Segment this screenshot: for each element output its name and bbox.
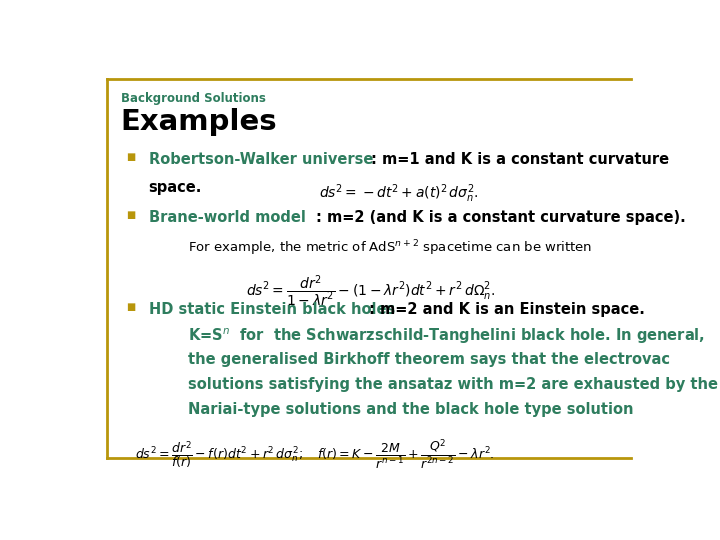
Text: Brane-world model: Brane-world model — [148, 210, 305, 225]
Text: the generalised Birkhoff theorem says that the electrovac: the generalised Birkhoff theorem says th… — [188, 352, 670, 367]
Text: space.: space. — [148, 180, 202, 195]
Text: For example, the metric of AdS$^{n+2}$ spacetime can be written: For example, the metric of AdS$^{n+2}$ s… — [188, 239, 592, 258]
Text: K=S$^n$  for  the Schwarzschild-Tanghelini black hole. In general,: K=S$^n$ for the Schwarzschild-Tanghelini… — [188, 327, 705, 346]
Text: : m=2 and K is an Einstein space.: : m=2 and K is an Einstein space. — [369, 302, 645, 317]
Text: $ds^2 = \dfrac{dr^2}{1-\lambda r^2} - (1 - \lambda r^2)dt^2 + r^2\,d\Omega_n^2.$: $ds^2 = \dfrac{dr^2}{1-\lambda r^2} - (1… — [246, 274, 495, 309]
Text: ■: ■ — [126, 152, 135, 162]
Text: HD static Einstein black holes: HD static Einstein black holes — [148, 302, 395, 317]
Text: Nariai-type solutions and the black hole type solution: Nariai-type solutions and the black hole… — [188, 402, 633, 416]
Text: : m=1 and K is a constant curvature: : m=1 and K is a constant curvature — [371, 152, 669, 167]
Text: $ds^2 = \dfrac{dr^2}{f(r)} - f(r)dt^2 + r^2\,d\sigma_n^2;\quadf(r) = K - \dfrac{: $ds^2 = \dfrac{dr^2}{f(r)} - f(r)dt^2 + … — [135, 437, 494, 471]
Text: ■: ■ — [126, 210, 135, 220]
Text: Background Solutions: Background Solutions — [121, 92, 266, 105]
Text: ■: ■ — [126, 302, 135, 312]
Text: $ds^2 = -dt^2 + a(t)^2\,d\sigma_n^2.$: $ds^2 = -dt^2 + a(t)^2\,d\sigma_n^2.$ — [319, 183, 478, 205]
Text: solutions satisfying the ansataz with m=2 are exhausted by the: solutions satisfying the ansataz with m=… — [188, 377, 718, 392]
Text: : m=2 (and K is a constant curvature space).: : m=2 (and K is a constant curvature spa… — [316, 210, 685, 225]
Text: Examples: Examples — [121, 109, 277, 137]
Text: Robertson-Walker universe: Robertson-Walker universe — [148, 152, 373, 167]
